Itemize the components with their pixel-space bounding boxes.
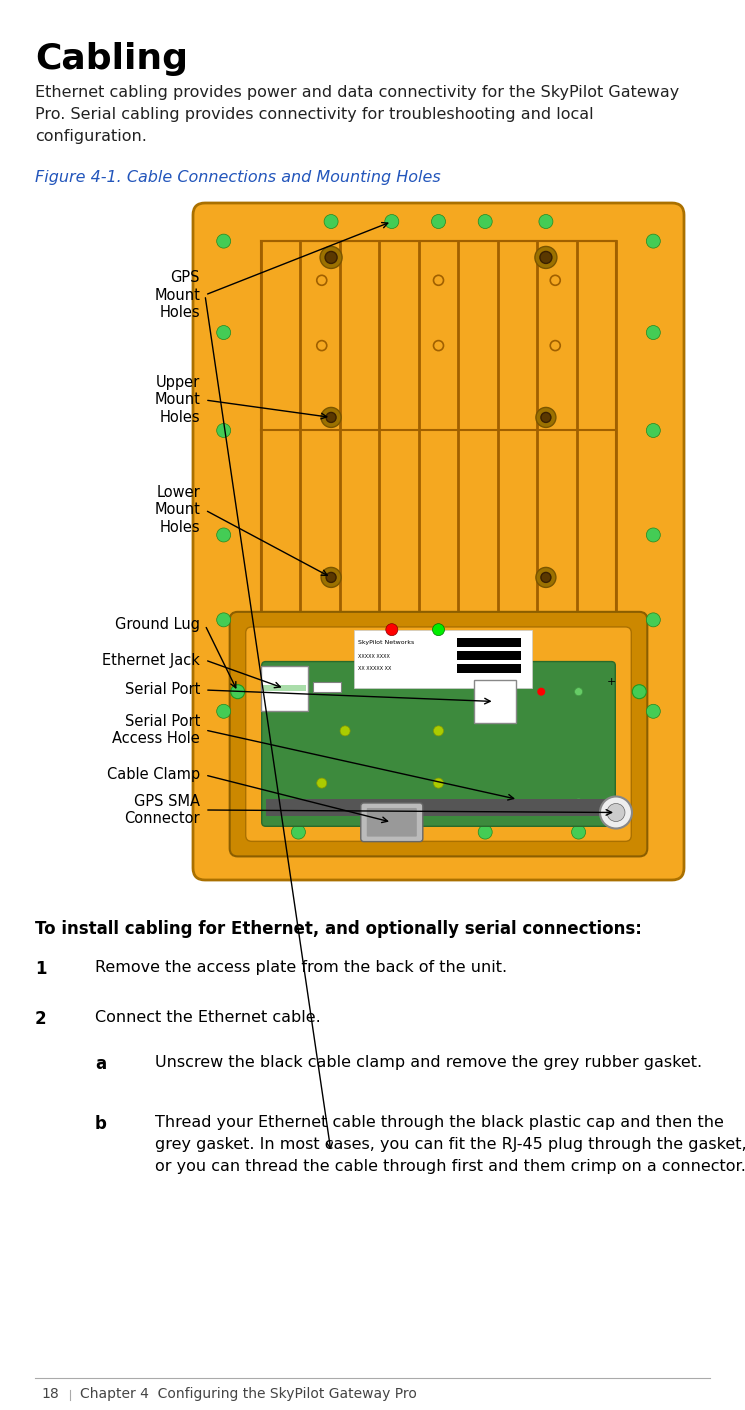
Circle shape — [647, 326, 660, 340]
Bar — [457, 639, 522, 647]
Bar — [313, 682, 340, 692]
Bar — [266, 799, 612, 816]
Circle shape — [647, 423, 660, 437]
Text: GPS
Mount
Holes: GPS Mount Holes — [154, 271, 200, 320]
FancyBboxPatch shape — [193, 203, 684, 880]
Text: Serial Port
Access Hole: Serial Port Access Hole — [112, 713, 200, 746]
Circle shape — [217, 234, 231, 248]
Circle shape — [536, 567, 556, 588]
Bar — [355, 630, 532, 688]
Circle shape — [600, 797, 632, 829]
Text: Chapter 4  Configuring the SkyPilot Gateway Pro: Chapter 4 Configuring the SkyPilot Gatew… — [80, 1387, 417, 1402]
Circle shape — [340, 726, 350, 736]
Text: Ethernet cabling provides power and data connectivity for the SkyPilot Gateway: Ethernet cabling provides power and data… — [35, 85, 679, 100]
Circle shape — [217, 527, 231, 541]
Circle shape — [434, 778, 443, 788]
Bar — [474, 680, 516, 723]
Circle shape — [574, 798, 583, 807]
Circle shape — [433, 623, 445, 636]
Circle shape — [607, 804, 625, 822]
Circle shape — [294, 798, 302, 807]
Circle shape — [434, 726, 443, 736]
Circle shape — [231, 685, 244, 699]
Bar — [261, 666, 308, 711]
Circle shape — [385, 825, 399, 839]
Circle shape — [478, 214, 492, 228]
Circle shape — [324, 214, 338, 228]
Circle shape — [574, 688, 583, 695]
Text: grey gasket. In most cases, you can fit the RJ-45 plug through the gasket,: grey gasket. In most cases, you can fit … — [155, 1136, 745, 1152]
Text: Remove the access plate from the back of the unit.: Remove the access plate from the back of… — [95, 960, 507, 974]
Circle shape — [541, 413, 551, 423]
Circle shape — [535, 247, 557, 268]
Bar — [261, 241, 616, 620]
Text: 1: 1 — [35, 960, 46, 979]
Circle shape — [647, 234, 660, 248]
Circle shape — [385, 214, 399, 228]
Text: or you can thread the cable through first and them crimp on a connector.: or you can thread the cable through firs… — [155, 1159, 745, 1175]
Circle shape — [478, 825, 492, 839]
Text: Serial Port: Serial Port — [124, 682, 200, 698]
Text: XXXXX XXXX: XXXXX XXXX — [358, 654, 390, 660]
Text: 18: 18 — [41, 1387, 59, 1402]
Text: Upper
Mount
Holes: Upper Mount Holes — [154, 375, 200, 424]
FancyBboxPatch shape — [367, 808, 416, 836]
Text: Ethernet Jack: Ethernet Jack — [102, 653, 200, 667]
Text: To install cabling for Ethernet, and optionally serial connections:: To install cabling for Ethernet, and opt… — [35, 919, 642, 938]
Circle shape — [647, 613, 660, 627]
Text: configuration.: configuration. — [35, 128, 147, 144]
Text: Cabling: Cabling — [35, 42, 188, 76]
Text: Cable Clamp: Cable Clamp — [107, 767, 200, 783]
Circle shape — [647, 704, 660, 718]
Circle shape — [536, 407, 556, 427]
FancyBboxPatch shape — [246, 627, 631, 842]
Text: GPS SMA
Connector: GPS SMA Connector — [124, 794, 200, 826]
Bar — [457, 664, 522, 673]
Text: 2: 2 — [35, 1010, 47, 1028]
Circle shape — [321, 567, 341, 588]
Bar — [457, 651, 522, 660]
Text: SkyPilot Networks: SkyPilot Networks — [358, 640, 414, 644]
Circle shape — [217, 613, 231, 627]
Circle shape — [217, 326, 231, 340]
FancyBboxPatch shape — [261, 661, 615, 826]
Circle shape — [571, 825, 586, 839]
Circle shape — [317, 778, 327, 788]
Circle shape — [217, 423, 231, 437]
Circle shape — [291, 825, 305, 839]
Circle shape — [431, 214, 446, 228]
Circle shape — [537, 688, 545, 695]
Circle shape — [326, 413, 336, 423]
Text: Lower
Mount
Holes: Lower Mount Holes — [154, 485, 200, 534]
Circle shape — [386, 623, 398, 636]
Circle shape — [294, 688, 302, 695]
Circle shape — [540, 251, 552, 264]
Text: Unscrew the black cable clamp and remove the grey rubber gasket.: Unscrew the black cable clamp and remove… — [155, 1055, 702, 1070]
Circle shape — [320, 247, 342, 268]
Circle shape — [325, 251, 337, 264]
Circle shape — [633, 685, 647, 699]
Text: Thread your Ethernet cable through the black plastic cap and then the: Thread your Ethernet cable through the b… — [155, 1115, 724, 1129]
Text: a: a — [95, 1055, 106, 1073]
Circle shape — [217, 704, 231, 718]
Circle shape — [541, 572, 551, 582]
Text: Ground Lug: Ground Lug — [115, 618, 200, 633]
Text: XX XXXXX XX: XX XXXXX XX — [358, 666, 391, 671]
Bar — [263, 685, 305, 691]
Text: b: b — [95, 1115, 107, 1134]
Circle shape — [539, 214, 553, 228]
Circle shape — [326, 572, 336, 582]
Text: Figure 4-1. Cable Connections and Mounting Holes: Figure 4-1. Cable Connections and Mounti… — [35, 171, 441, 185]
Text: Connect the Ethernet cable.: Connect the Ethernet cable. — [95, 1010, 321, 1025]
Text: +: + — [606, 677, 616, 687]
Text: Pro. Serial cabling provides connectivity for troubleshooting and local: Pro. Serial cabling provides connectivit… — [35, 107, 594, 123]
FancyBboxPatch shape — [229, 612, 647, 856]
Circle shape — [321, 407, 341, 427]
Circle shape — [647, 527, 660, 541]
FancyBboxPatch shape — [361, 802, 423, 842]
